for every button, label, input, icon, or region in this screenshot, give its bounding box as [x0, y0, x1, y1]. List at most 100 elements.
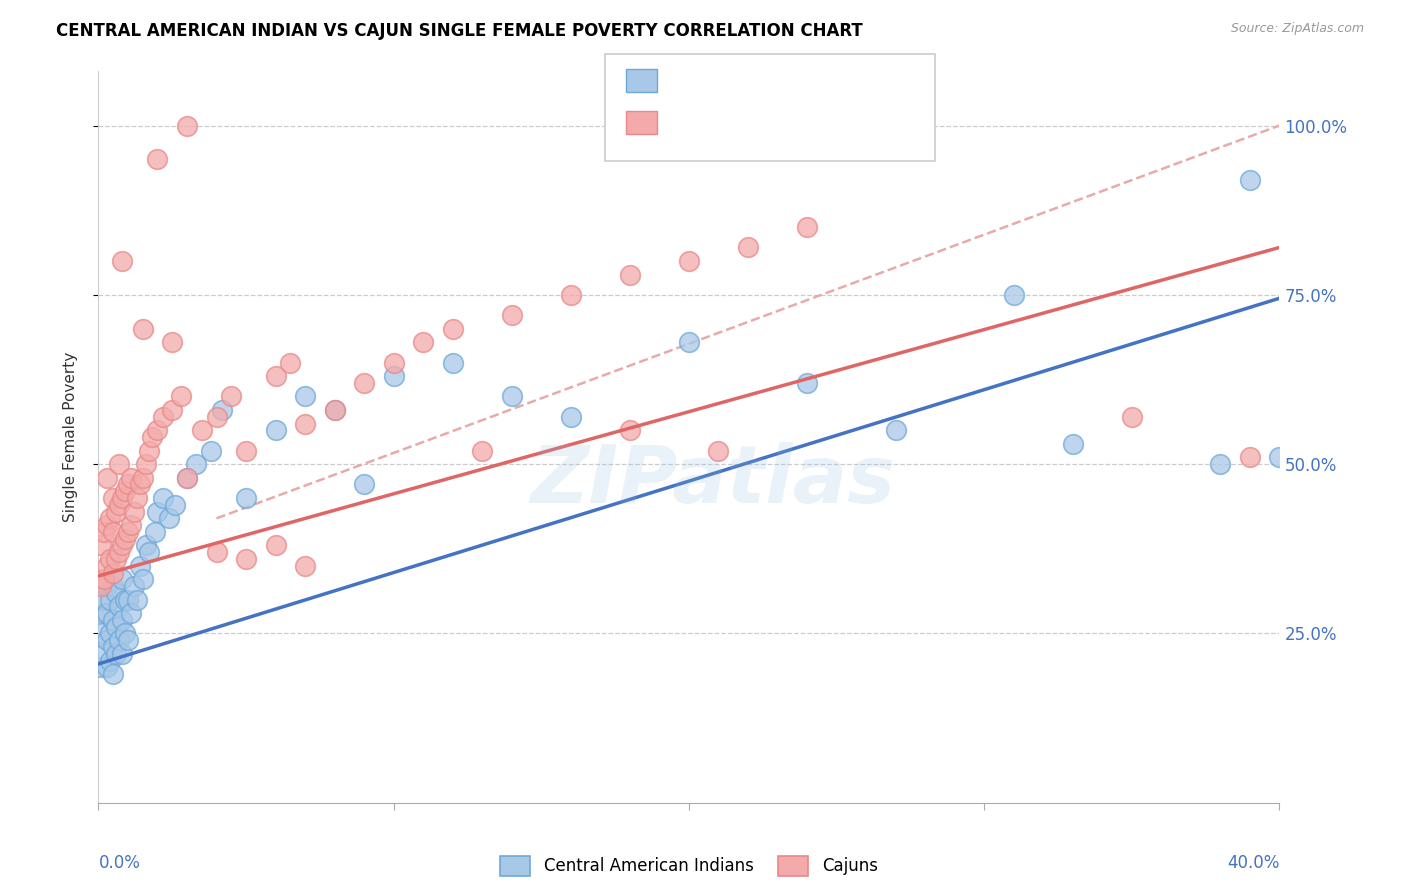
Point	[1002, 288, 1025, 302]
Point	[114, 532, 136, 546]
Point	[165, 498, 187, 512]
Point	[108, 498, 131, 512]
Point	[707, 443, 730, 458]
Point	[441, 355, 464, 369]
Text: R = 0.395   N = 69: R = 0.395 N = 69	[668, 113, 852, 131]
Point	[501, 389, 523, 403]
Point	[90, 626, 112, 640]
Point	[294, 389, 316, 403]
Point	[138, 545, 160, 559]
Point	[96, 606, 118, 620]
Point	[103, 613, 125, 627]
Point	[264, 538, 287, 552]
Text: ZIPatlas: ZIPatlas	[530, 442, 896, 520]
Point	[98, 592, 121, 607]
Text: Source: ZipAtlas.com: Source: ZipAtlas.com	[1230, 22, 1364, 36]
Point	[235, 552, 257, 566]
Point	[501, 308, 523, 322]
Point	[111, 254, 134, 268]
Point	[108, 599, 131, 614]
Point	[96, 471, 118, 485]
Point	[796, 376, 818, 390]
Point	[122, 579, 145, 593]
Point	[98, 552, 121, 566]
Point	[1268, 450, 1291, 465]
Point	[1239, 450, 1261, 465]
Point	[132, 322, 155, 336]
Point	[105, 505, 128, 519]
Point	[128, 558, 150, 573]
Point	[117, 592, 139, 607]
Point	[619, 268, 641, 282]
Point	[138, 443, 160, 458]
Point	[114, 626, 136, 640]
Point	[152, 409, 174, 424]
Point	[125, 491, 148, 505]
Point	[135, 538, 157, 552]
Point	[162, 335, 183, 350]
Point	[152, 491, 174, 505]
Text: R = 0.623   N = 61: R = 0.623 N = 61	[668, 74, 852, 92]
Point	[120, 518, 142, 533]
Point	[146, 423, 169, 437]
Point	[108, 457, 131, 471]
Point	[103, 667, 125, 681]
Point	[678, 335, 700, 350]
Point	[294, 558, 316, 573]
Point	[146, 505, 169, 519]
Point	[105, 552, 128, 566]
Point	[114, 484, 136, 499]
Point	[103, 579, 125, 593]
Point	[170, 389, 193, 403]
Point	[90, 579, 112, 593]
Point	[93, 524, 115, 539]
Point	[98, 511, 121, 525]
Point	[103, 491, 125, 505]
Point	[125, 592, 148, 607]
Point	[105, 620, 128, 634]
Point	[294, 417, 316, 431]
Point	[353, 477, 375, 491]
Point	[184, 457, 207, 471]
Point	[103, 640, 125, 654]
Point	[678, 254, 700, 268]
Point	[200, 443, 222, 458]
Point	[108, 633, 131, 648]
Point	[117, 477, 139, 491]
Point	[176, 471, 198, 485]
Point	[111, 491, 134, 505]
Text: 0.0%: 0.0%	[98, 854, 141, 872]
Point	[205, 545, 228, 559]
Point	[737, 240, 759, 254]
Point	[96, 660, 118, 674]
Point	[135, 457, 157, 471]
Text: CENTRAL AMERICAN INDIAN VS CAJUN SINGLE FEMALE POVERTY CORRELATION CHART: CENTRAL AMERICAN INDIAN VS CAJUN SINGLE …	[56, 22, 863, 40]
Point	[120, 606, 142, 620]
Point	[111, 572, 134, 586]
Point	[111, 538, 134, 552]
Point	[93, 592, 115, 607]
Point	[117, 524, 139, 539]
Point	[560, 288, 582, 302]
Point	[157, 511, 180, 525]
Point	[353, 376, 375, 390]
Point	[105, 586, 128, 600]
Point	[205, 409, 228, 424]
Point	[98, 654, 121, 668]
Point	[176, 119, 198, 133]
Point	[412, 335, 434, 350]
Point	[471, 443, 494, 458]
Point	[146, 153, 169, 167]
Point	[382, 355, 405, 369]
Point	[143, 524, 166, 539]
Point	[560, 409, 582, 424]
Text: 40.0%: 40.0%	[1227, 854, 1279, 872]
Point	[323, 403, 346, 417]
Point	[796, 220, 818, 235]
Point	[884, 423, 907, 437]
Point	[162, 403, 183, 417]
Y-axis label: Single Female Poverty: Single Female Poverty	[63, 352, 77, 522]
Point	[323, 403, 346, 417]
Point	[122, 505, 145, 519]
Point	[90, 538, 112, 552]
